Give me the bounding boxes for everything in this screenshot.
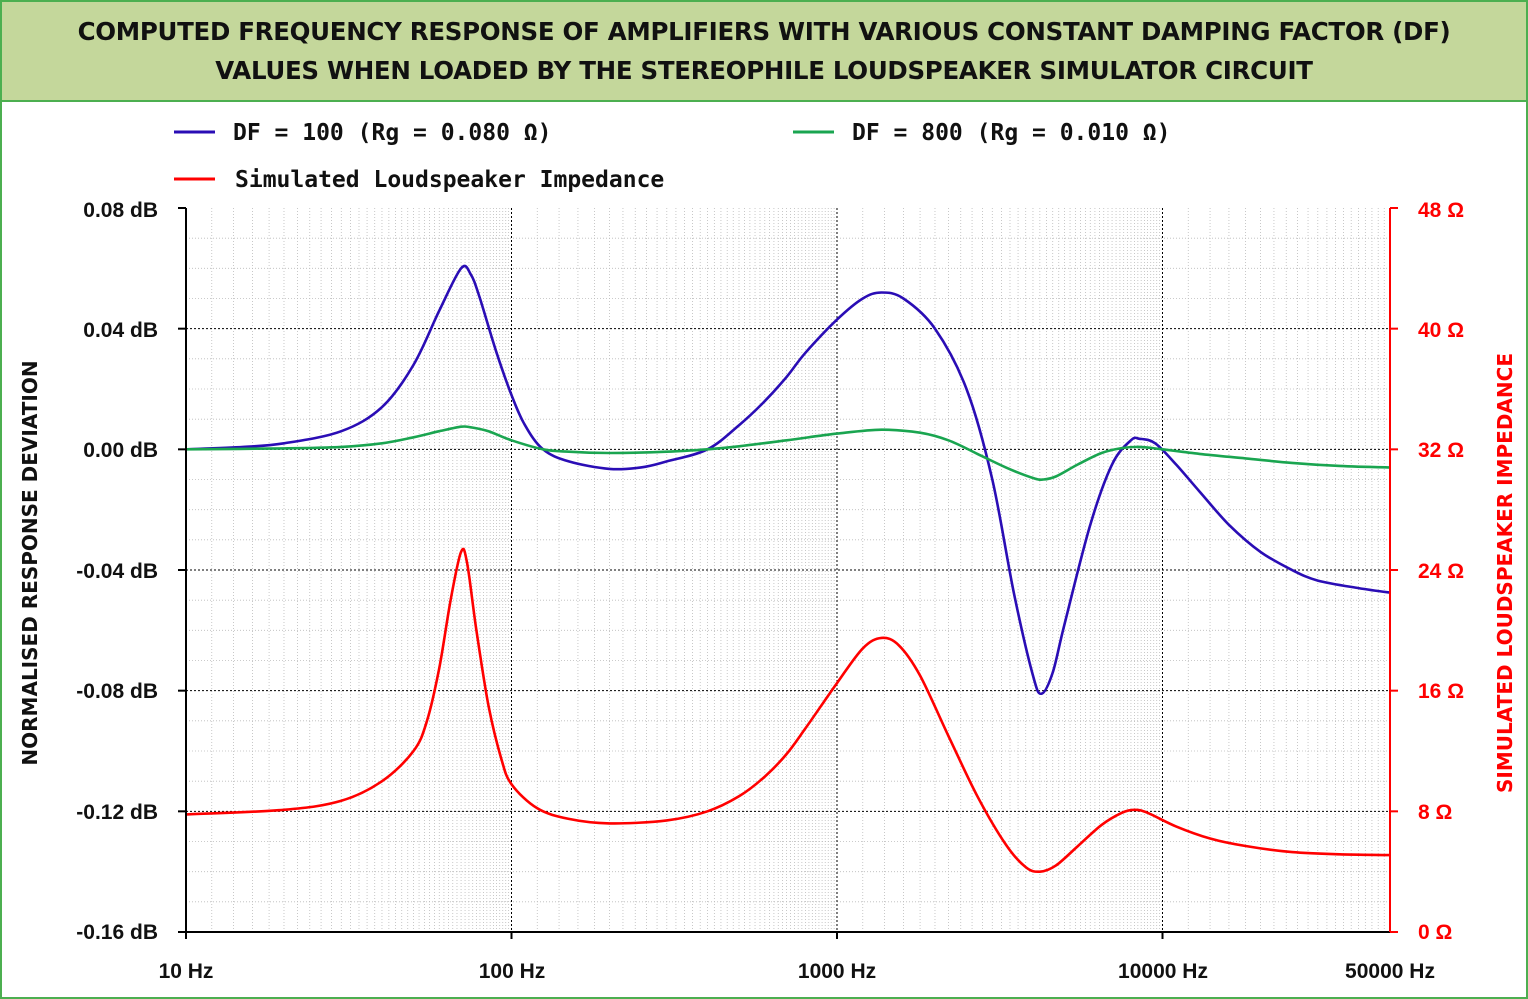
- legend-label-df800: DF = 800 (Rg = 0.010 Ω): [852, 120, 1171, 146]
- y-right-tick-label: 8 Ω: [1418, 801, 1452, 824]
- y-left-tick-label: -0.04 dB: [76, 560, 158, 583]
- legend: DF = 100 (Rg = 0.080 Ω) DF = 800 (Rg = 0…: [174, 120, 1171, 193]
- y-right-tick-label: 40 Ω: [1418, 319, 1464, 342]
- legend-label-df100: DF = 100 (Rg = 0.080 Ω): [233, 120, 552, 146]
- major-grid: [186, 208, 1390, 932]
- y-right-tick-label: 48 Ω: [1418, 199, 1464, 222]
- y-left-tick-label: -0.08 dB: [76, 680, 158, 703]
- chart-title-line-1: COMPUTED FREQUENCY RESPONSE OF AMPLIFIER…: [77, 17, 1451, 46]
- y-left-tick-label: -0.16 dB: [76, 921, 158, 944]
- y-left-tick-label: 0.04 dB: [83, 319, 158, 342]
- y-right-tick-label: 0 Ω: [1418, 921, 1452, 944]
- y-right-tick-label: 32 Ω: [1418, 439, 1464, 462]
- legend-label-impedance: Simulated Loudspeaker Impedance: [235, 167, 664, 193]
- chart-title-bar: COMPUTED FREQUENCY RESPONSE OF AMPLIFIER…: [2, 2, 1526, 102]
- y-right-axis-title: SIMULATED LOUDSPEAKER IMPEDANCE: [1493, 353, 1517, 793]
- x-tick-labels: 10 Hz 100 Hz 1000 Hz 10000 Hz 50000 Hz: [159, 960, 1435, 983]
- y-left-axis-title: NORMALISED RESPONSE DEVIATION: [18, 360, 42, 765]
- series-line-df800: [185, 425, 1391, 481]
- y-right-tick-labels: 48 Ω 40 Ω 32 Ω 24 Ω 16 Ω 8 Ω 0 Ω: [1418, 199, 1464, 944]
- x-tick-label: 50000 Hz: [1345, 960, 1435, 983]
- chart-title-line-2: VALUES WHEN LOADED BY THE STEREOPHILE LO…: [215, 56, 1313, 85]
- x-tick-label: 100 Hz: [479, 960, 546, 983]
- y-left-tick-labels: 0.08 dB 0.04 dB 0.00 dB -0.04 dB -0.08 d…: [76, 199, 158, 944]
- y-right-tick-label: 24 Ω: [1418, 560, 1464, 583]
- series-line-impedance: [185, 547, 1391, 874]
- y-left-tick-label: 0.00 dB: [83, 439, 158, 462]
- y-left-tick-label: -0.12 dB: [76, 801, 158, 824]
- y-left-tick-label: 0.08 dB: [83, 199, 158, 222]
- axes-layer: [178, 207, 1398, 939]
- series-layer: [185, 264, 1391, 874]
- x-tick-label: 10 Hz: [159, 960, 214, 983]
- series-line-df100: [185, 264, 1391, 696]
- y-right-tick-label: 16 Ω: [1418, 680, 1464, 703]
- x-tick-label: 10000 Hz: [1118, 960, 1208, 983]
- x-tick-label: 1000 Hz: [798, 960, 876, 983]
